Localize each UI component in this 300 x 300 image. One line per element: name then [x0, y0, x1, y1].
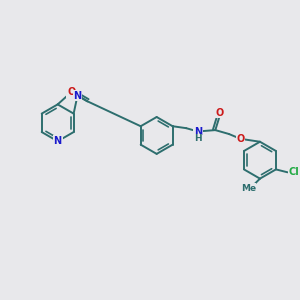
Text: Me: Me	[241, 184, 256, 193]
Text: N: N	[54, 136, 62, 146]
Text: O: O	[215, 108, 223, 118]
Text: N: N	[194, 127, 202, 137]
Text: O: O	[67, 87, 76, 97]
Text: N: N	[74, 91, 82, 100]
Text: H: H	[194, 134, 202, 143]
Text: O: O	[236, 134, 245, 144]
Text: Cl: Cl	[289, 167, 300, 177]
